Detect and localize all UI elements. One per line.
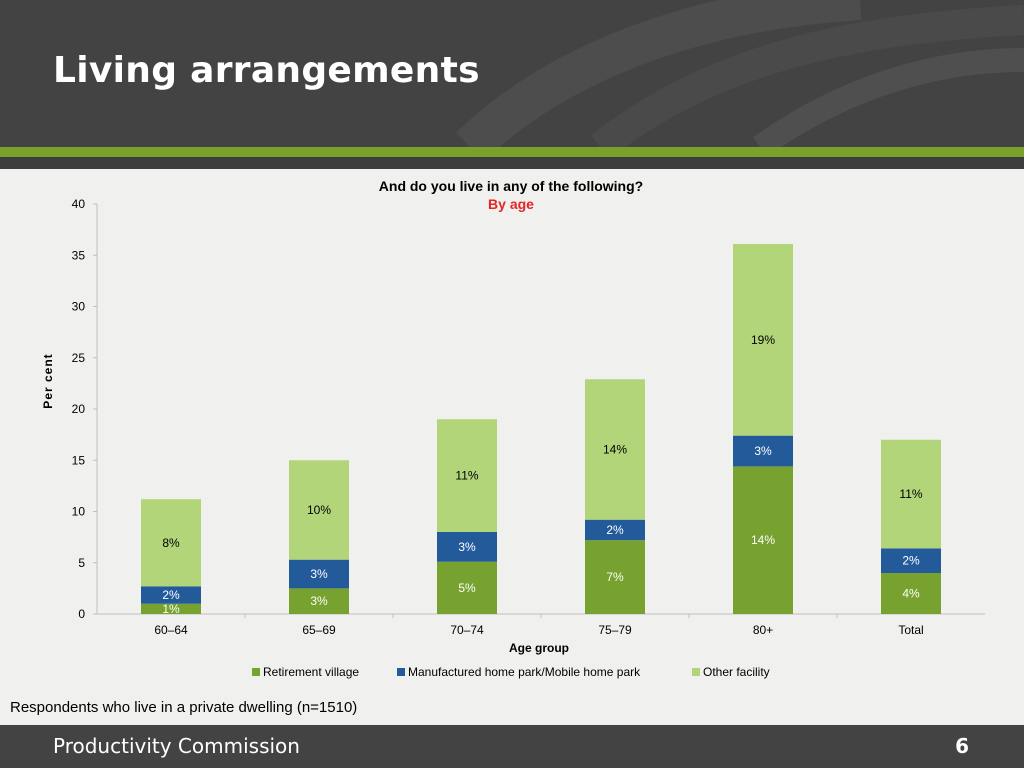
bar-segment [289, 559, 349, 589]
x-tick-label: 65–69 [302, 623, 336, 637]
data-label: 2% [902, 554, 920, 568]
legend-label: Retirement village [263, 665, 359, 679]
bar-segment [437, 532, 497, 562]
bar-segment [881, 439, 941, 549]
header-accent-bar [0, 147, 1024, 157]
header-divider [0, 157, 1024, 169]
bar-segment [733, 435, 793, 467]
bar-segment [437, 419, 497, 532]
y-tick-label: 35 [72, 248, 86, 262]
bar-segment [141, 586, 201, 604]
bar-segment [141, 603, 201, 614]
bar-segment [881, 548, 941, 573]
legend-label: Other facility [703, 665, 770, 679]
x-tick-label: Total [898, 623, 923, 637]
plot-area: 05101520253035401%2%8%60–643%3%10%65–695… [72, 197, 985, 637]
data-label: 14% [751, 533, 775, 547]
data-label: 11% [899, 487, 922, 501]
data-label: 8% [162, 536, 180, 550]
data-label: 3% [458, 540, 476, 554]
x-axis-label: Age group [509, 641, 569, 655]
legend-swatch [252, 668, 260, 676]
x-tick-label: 70–74 [450, 623, 484, 637]
data-label: 14% [603, 442, 627, 456]
bar-segment [289, 588, 349, 614]
data-label: 7% [606, 570, 624, 584]
data-label: 11% [455, 469, 478, 483]
data-label: 3% [310, 567, 328, 581]
data-label: 5% [458, 581, 476, 595]
bar-segment [289, 460, 349, 560]
y-tick-label: 0 [78, 607, 85, 621]
bar-segment [585, 379, 645, 520]
chart-legend: Retirement village Manufactured home park… [252, 665, 770, 679]
data-label: 3% [754, 444, 772, 458]
bar-segment [881, 573, 941, 614]
stacked-bar-chart: And do you live in any of the following?… [41, 178, 985, 679]
data-label: 19% [751, 333, 775, 347]
chart-container: And do you live in any of the following?… [0, 169, 1024, 694]
data-label: 3% [310, 594, 328, 608]
legend-swatch [692, 668, 700, 676]
slide-title: Living arrangements [53, 50, 480, 91]
bar-segment [733, 243, 793, 436]
footer-organisation: Productivity Commission [53, 734, 300, 758]
data-label: 4% [902, 587, 920, 601]
page-number: 6 [955, 734, 969, 758]
data-label: 10% [307, 503, 331, 517]
y-tick-label: 10 [72, 505, 86, 519]
data-label: 1% [162, 602, 180, 616]
data-label: 2% [162, 588, 180, 602]
header-swirl-decoration [456, 0, 1024, 147]
chart-subtitle: By age [488, 196, 534, 212]
bar-segment [733, 466, 793, 614]
bar-segment [585, 540, 645, 614]
y-tick-label: 25 [72, 351, 86, 365]
y-tick-label: 30 [72, 300, 86, 314]
chart-title: And do you live in any of the following? [379, 178, 643, 194]
bar-segment [585, 519, 645, 541]
slide-footer: Productivity Commission 6 [0, 725, 1024, 768]
sample-note: Respondents who live in a private dwelli… [10, 699, 358, 716]
legend-label: Manufactured home park/Mobile home park [408, 665, 641, 679]
bar-segment [141, 499, 201, 587]
y-tick-label: 20 [72, 402, 86, 416]
bar-segment [437, 561, 497, 614]
data-label: 2% [606, 523, 624, 537]
y-tick-label: 5 [78, 556, 85, 570]
y-tick-label: 15 [72, 453, 86, 467]
x-tick-label: 75–79 [598, 623, 632, 637]
y-tick-label: 40 [72, 197, 86, 211]
x-tick-label: 80+ [753, 623, 773, 637]
y-axis-label: Per cent [41, 353, 55, 408]
slide-header: Living arrangements [0, 0, 1024, 147]
x-tick-label: 60–64 [154, 623, 188, 637]
legend-swatch [397, 668, 405, 676]
